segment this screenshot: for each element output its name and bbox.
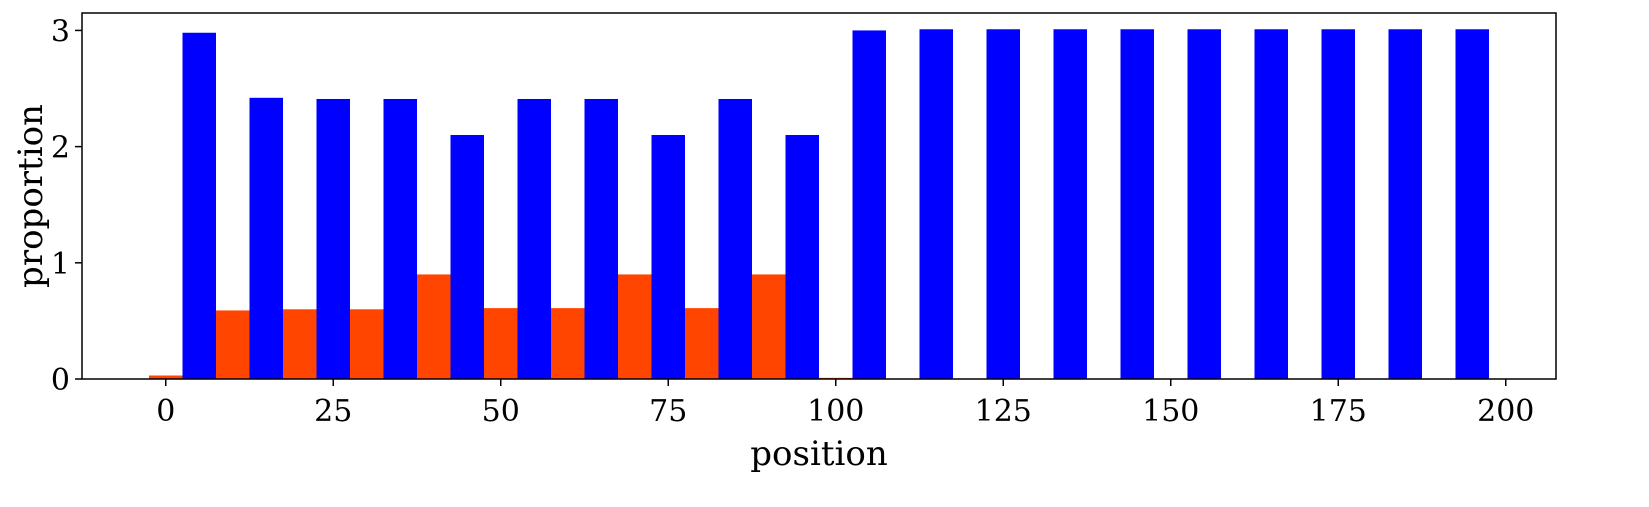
x-tick-label: 100: [807, 394, 864, 429]
plot-frame: [81, 12, 1557, 380]
bar-series2-pos-30: [383, 98, 417, 379]
x-axis-label: position: [750, 434, 887, 474]
bar-series1-pos-50: [484, 308, 518, 379]
x-tick-label: 150: [1142, 394, 1199, 429]
bar-series1-pos-70: [618, 274, 652, 379]
y-axis-ticks: 0 1 2 3: [51, 14, 82, 398]
x-tick-label: 175: [1310, 394, 1367, 429]
bar-series1-pos-90: [752, 274, 786, 379]
bar-series1-pos-30: [350, 309, 384, 379]
bar-series2-pos-120: [986, 29, 1020, 380]
bar-series2-pos-190: [1455, 29, 1489, 380]
x-tick-label: 200: [1477, 394, 1534, 429]
bar-series2-pos-80: [718, 98, 752, 379]
x-tick-label: 125: [975, 394, 1032, 429]
bar-series2-pos-90: [785, 135, 819, 379]
bar-series1-pos-10: [216, 310, 250, 379]
bar-series1-pos-0: [149, 375, 183, 379]
bar-series1-pos-60: [551, 308, 585, 379]
x-tick-label: 25: [314, 394, 352, 429]
bar-series2-pos-160: [1254, 29, 1288, 380]
x-tick-label: 0: [156, 394, 175, 429]
y-tick-label: 3: [51, 14, 70, 49]
x-axis-ticks: 0 25 50 75 100 125 150 175 200: [156, 379, 1534, 429]
x-tick-label: 50: [482, 394, 520, 429]
bar-series1-pos-20: [283, 309, 317, 379]
bar-series2-pos-0: [182, 32, 216, 379]
bar-series1-pos-40: [417, 274, 451, 379]
bar-series2-pos-170: [1321, 29, 1355, 380]
y-axis-label: proportion: [11, 104, 51, 288]
bar-series2-pos-40: [450, 135, 484, 379]
bar-series1-pos-80: [685, 308, 719, 379]
bar-series2-pos-70: [651, 135, 685, 379]
bar-series2-pos-100: [852, 30, 886, 380]
bar-series2-pos-180: [1388, 29, 1422, 380]
y-tick-label: 2: [51, 131, 70, 166]
y-tick-label: 0: [51, 363, 70, 398]
bar-series2-pos-50: [517, 98, 551, 379]
bar-series2-pos-60: [584, 98, 618, 379]
bar-series2-pos-20: [316, 98, 350, 379]
bars-group: [149, 29, 1489, 380]
bar-series2-pos-150: [1187, 29, 1221, 380]
bar-series2-pos-130: [1053, 29, 1087, 380]
y-tick-label: 1: [51, 247, 70, 282]
x-tick-label: 75: [649, 394, 687, 429]
bar-series2-pos-10: [249, 97, 283, 380]
bar-series2-pos-140: [1120, 29, 1154, 380]
bar-series2-pos-110: [919, 29, 953, 380]
